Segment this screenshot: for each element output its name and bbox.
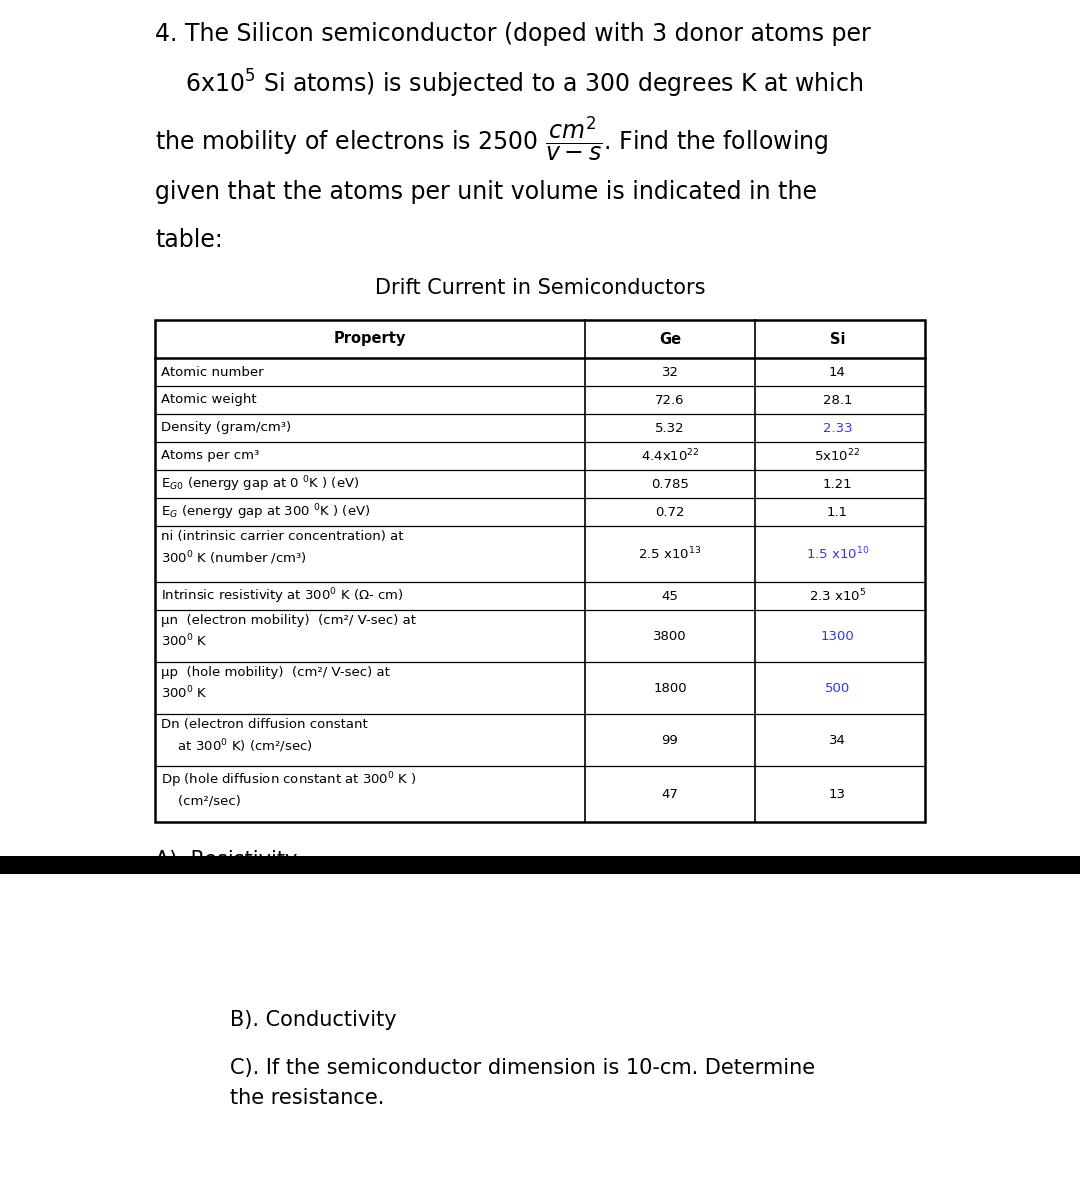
Text: 99: 99	[662, 733, 678, 746]
Text: Dn (electron diffusion constant
    at 300$^0$ K) (cm²/sec): Dn (electron diffusion constant at 300$^…	[161, 718, 368, 755]
Text: 5.32: 5.32	[656, 422, 685, 434]
Text: 14: 14	[829, 365, 846, 379]
Text: 4. The Silicon semiconductor (doped with 3 donor atoms per: 4. The Silicon semiconductor (doped with…	[156, 22, 870, 46]
Text: Drift Current in Semiconductors: Drift Current in Semiconductors	[375, 278, 705, 298]
Text: 2.33: 2.33	[823, 422, 852, 434]
Text: Density (gram/cm³): Density (gram/cm³)	[161, 422, 292, 434]
Text: 32: 32	[661, 365, 678, 379]
Text: Property: Property	[334, 332, 406, 346]
Text: the mobility of electrons is 2500 $\dfrac{cm^2}{v-s}$. Find the following: the mobility of electrons is 2500 $\dfra…	[156, 114, 828, 162]
Text: 1300: 1300	[821, 630, 854, 643]
Bar	[156, 320, 924, 822]
Text: 2.5 x10$^{13}$: 2.5 x10$^{13}$	[638, 546, 702, 563]
Text: 1800: 1800	[653, 682, 687, 695]
Text: table:: table:	[156, 228, 222, 252]
Text: 4.4x10$^{22}$: 4.4x10$^{22}$	[640, 447, 700, 464]
Text: 47: 47	[662, 787, 678, 801]
Text: given that the atoms per unit volume is indicated in the: given that the atoms per unit volume is …	[156, 180, 816, 204]
Text: Atomic weight: Atomic weight	[161, 393, 257, 406]
Text: μp  (hole mobility)  (cm²/ V-sec) at
300$^0$ K: μp (hole mobility) (cm²/ V-sec) at 300$^…	[161, 666, 390, 702]
Text: 0.72: 0.72	[656, 506, 685, 518]
Text: C). If the semiconductor dimension is 10-cm. Determine
the resistance.: C). If the semiconductor dimension is 10…	[230, 1058, 815, 1107]
Text: 2.3 x10$^5$: 2.3 x10$^5$	[809, 588, 866, 605]
Text: 500: 500	[825, 682, 850, 695]
Text: 3800: 3800	[653, 630, 687, 643]
Text: 28.1: 28.1	[823, 393, 852, 406]
Text: Atoms per cm³: Atoms per cm³	[161, 450, 259, 463]
Text: 6x10$^5$ Si atoms) is subjected to a 300 degrees K at which: 6x10$^5$ Si atoms) is subjected to a 300…	[185, 69, 864, 100]
Text: ni (intrinsic carrier concentration) at
300$^0$ K (number /cm³): ni (intrinsic carrier concentration) at …	[161, 530, 404, 566]
Text: 13: 13	[829, 787, 846, 801]
Bar	[0, 856, 1080, 874]
Text: B). Conductivity: B). Conductivity	[230, 1010, 396, 1030]
Text: 34: 34	[829, 733, 846, 746]
Text: 0.785: 0.785	[651, 477, 689, 490]
Text: 1.21: 1.21	[823, 477, 852, 490]
Text: Dp (hole diffusion constant at 300$^0$ K )
    (cm²/sec): Dp (hole diffusion constant at 300$^0$ K…	[161, 770, 417, 807]
Text: 5x10$^{22}$: 5x10$^{22}$	[814, 447, 861, 464]
Text: E$_G$ (energy gap at 300 $^0$K ) (eV): E$_G$ (energy gap at 300 $^0$K ) (eV)	[161, 502, 370, 522]
Text: 1.5 x10$^{10}$: 1.5 x10$^{10}$	[806, 546, 869, 563]
Text: 45: 45	[662, 589, 678, 602]
Text: μn  (electron mobility)  (cm²/ V-sec) at
300$^0$ K: μn (electron mobility) (cm²/ V-sec) at 3…	[161, 614, 416, 650]
Text: E$_{G0}$ (energy gap at 0 $^0$K ) (eV): E$_{G0}$ (energy gap at 0 $^0$K ) (eV)	[161, 475, 360, 494]
Text: Ge: Ge	[659, 332, 681, 346]
Text: 1.1: 1.1	[827, 506, 848, 518]
Text: Intrinsic resistivity at 300$^0$ K (Ω- cm): Intrinsic resistivity at 300$^0$ K (Ω- c…	[161, 587, 404, 606]
Text: Atomic number: Atomic number	[161, 365, 264, 379]
Text: 72.6: 72.6	[656, 393, 685, 406]
Text: A). Resistivity: A). Resistivity	[156, 850, 297, 870]
Text: Si: Si	[829, 332, 846, 346]
